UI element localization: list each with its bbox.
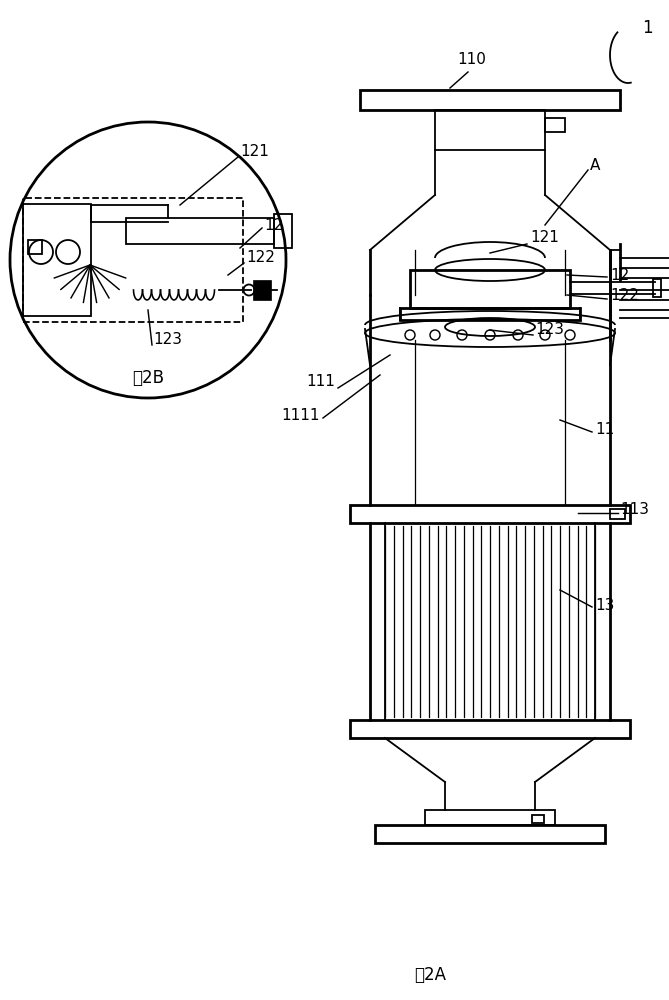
- Text: 11: 11: [595, 422, 614, 438]
- Bar: [545, 118, 565, 132]
- Bar: [23, 198, 243, 322]
- Text: 1111: 1111: [282, 408, 320, 422]
- Text: 122: 122: [610, 288, 639, 304]
- Bar: [126, 218, 274, 244]
- Bar: [610, 509, 625, 519]
- Bar: [350, 720, 630, 738]
- Bar: [28, 240, 42, 254]
- Text: 113: 113: [620, 502, 649, 518]
- Text: 图2A: 图2A: [414, 966, 446, 984]
- Bar: [375, 825, 605, 843]
- Bar: [532, 815, 544, 823]
- Text: 12: 12: [610, 267, 630, 282]
- Text: 13: 13: [595, 597, 614, 612]
- Bar: [253, 280, 271, 300]
- Text: 121: 121: [530, 231, 559, 245]
- Bar: [360, 90, 620, 110]
- Text: 1: 1: [642, 19, 652, 37]
- Bar: [435, 110, 545, 150]
- Text: 122: 122: [246, 250, 275, 265]
- Text: 111: 111: [306, 374, 335, 389]
- Bar: [410, 270, 570, 308]
- Bar: [23, 204, 91, 316]
- Text: 12: 12: [264, 218, 283, 232]
- Text: 121: 121: [240, 144, 269, 159]
- Text: 123: 123: [153, 332, 182, 348]
- Bar: [400, 308, 580, 320]
- Text: 123: 123: [535, 322, 564, 338]
- Bar: [350, 505, 630, 523]
- Bar: [653, 279, 661, 297]
- Bar: [274, 214, 292, 248]
- Text: A: A: [590, 157, 600, 172]
- Text: 110: 110: [458, 52, 486, 68]
- Bar: [425, 810, 555, 825]
- Text: 图2B: 图2B: [132, 369, 164, 387]
